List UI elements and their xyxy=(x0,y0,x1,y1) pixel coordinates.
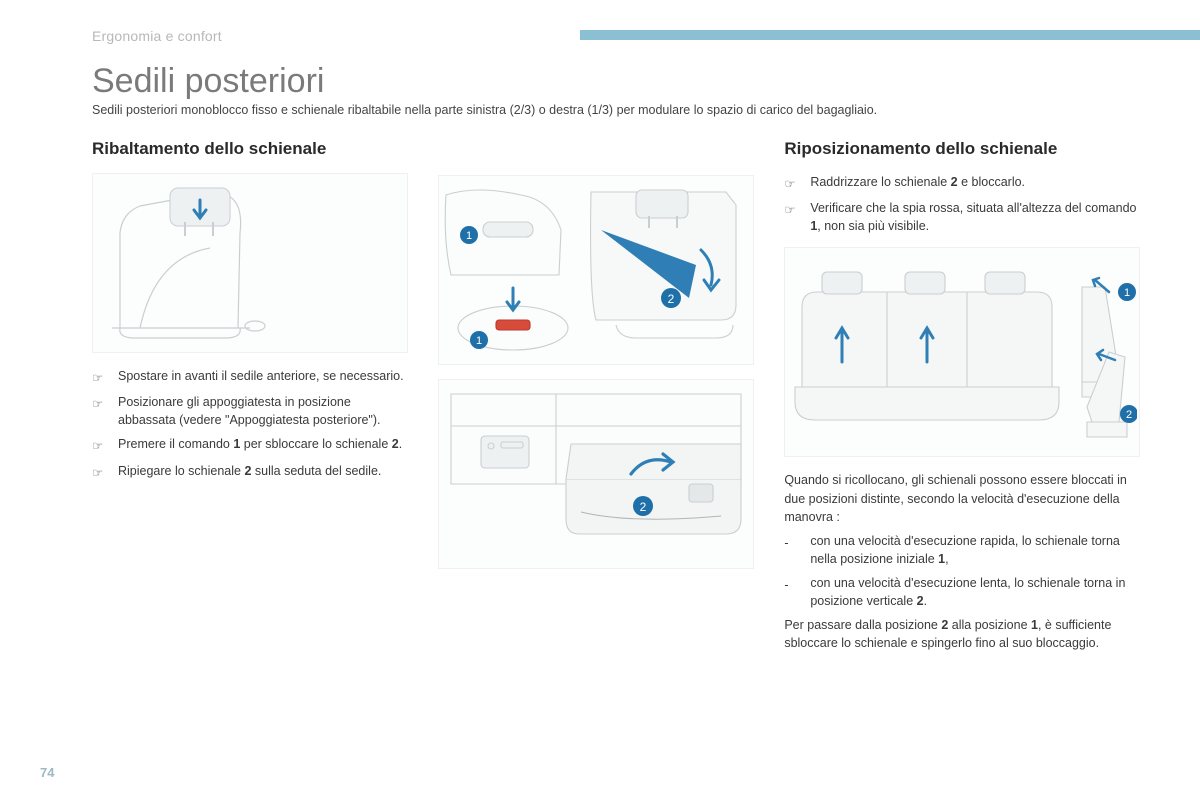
dash-icon: - xyxy=(784,574,798,594)
svg-text:2: 2 xyxy=(668,292,675,306)
svg-text:1: 1 xyxy=(466,230,472,242)
right-para-2: Per passare dalla posizione 2 alla posiz… xyxy=(784,616,1140,652)
bullet-text: Verificare che la spia rossa, situata al… xyxy=(810,199,1140,235)
bullet-text: Raddrizzare lo schienale 2 e bloccarlo. xyxy=(810,173,1025,191)
column-right: Riposizionamento dello schienale ☞ Raddr… xyxy=(784,139,1140,659)
svg-text:2: 2 xyxy=(1126,409,1132,421)
intro-text: Sedili posteriori monoblocco fisso e sch… xyxy=(92,103,1140,117)
dash-text: con una velocità d'esecuzione lenta, lo … xyxy=(810,574,1140,610)
list-item: - con una velocità d'esecuzione rapida, … xyxy=(784,532,1140,568)
list-item: ☞ Verificare che la spia rossa, situata … xyxy=(784,199,1140,235)
svg-text:1: 1 xyxy=(1124,287,1130,299)
illustration-release-lever: 2 1 1 xyxy=(438,175,754,365)
right-bullets: ☞ Raddrizzare lo schienale 2 e bloccarlo… xyxy=(784,173,1140,235)
svg-text:1: 1 xyxy=(476,335,482,347)
page-title: Sedili posteriori xyxy=(92,62,1140,101)
illustration-fold-seat: 2 xyxy=(438,379,754,569)
list-item: ☞ Ripiegare lo schienale 2 sulla seduta … xyxy=(92,462,408,482)
list-item: ☞ Premere il comando 1 per sbloccare lo … xyxy=(92,435,408,455)
right-para-1: Quando si ricollocano, gli schienali pos… xyxy=(784,471,1140,525)
page-number: 74 xyxy=(40,765,54,780)
dash-icon: - xyxy=(784,532,798,552)
svg-text:2: 2 xyxy=(640,500,647,514)
pointer-icon: ☞ xyxy=(784,173,798,193)
bullet-text: Ripiegare lo schienale 2 sulla seduta de… xyxy=(118,462,381,480)
list-item: ☞ Raddrizzare lo schienale 2 e bloccarlo… xyxy=(784,173,1140,193)
pointer-icon: ☞ xyxy=(92,393,106,413)
list-item: ☞ Posizionare gli appoggiatesta in posiz… xyxy=(92,393,408,429)
content-columns: Ribaltamento dello schienale xyxy=(92,139,1140,659)
illustration-headrest-down xyxy=(92,173,408,353)
right-subtitle: Riposizionamento dello schienale xyxy=(784,139,1140,159)
page: Ergonomia e confort Sedili posteriori Se… xyxy=(0,0,1200,679)
right-dash-list: - con una velocità d'esecuzione rapida, … xyxy=(784,532,1140,611)
column-left: Ribaltamento dello schienale xyxy=(92,139,408,659)
bullet-text: Spostare in avanti il sedile anteriore, … xyxy=(118,367,404,385)
header-accent-bar xyxy=(580,30,1200,40)
left-bullets: ☞ Spostare in avanti il sedile anteriore… xyxy=(92,367,408,482)
pointer-icon: ☞ xyxy=(784,199,798,219)
pointer-icon: ☞ xyxy=(92,462,106,482)
bullet-text: Premere il comando 1 per sbloccare lo sc… xyxy=(118,435,402,453)
bullet-text: Posizionare gli appoggiatesta in posizio… xyxy=(118,393,408,429)
section-name: Ergonomia e confort xyxy=(92,28,222,44)
list-item: ☞ Spostare in avanti il sedile anteriore… xyxy=(92,367,408,387)
pointer-icon: ☞ xyxy=(92,435,106,455)
pointer-icon: ☞ xyxy=(92,367,106,387)
left-subtitle: Ribaltamento dello schienale xyxy=(92,139,408,159)
column-middle: 2 1 1 xyxy=(438,139,754,659)
dash-text: con una velocità d'esecuzione rapida, lo… xyxy=(810,532,1140,568)
illustration-reposition-seat: 1 2 xyxy=(784,247,1140,457)
list-item: - con una velocità d'esecuzione lenta, l… xyxy=(784,574,1140,610)
